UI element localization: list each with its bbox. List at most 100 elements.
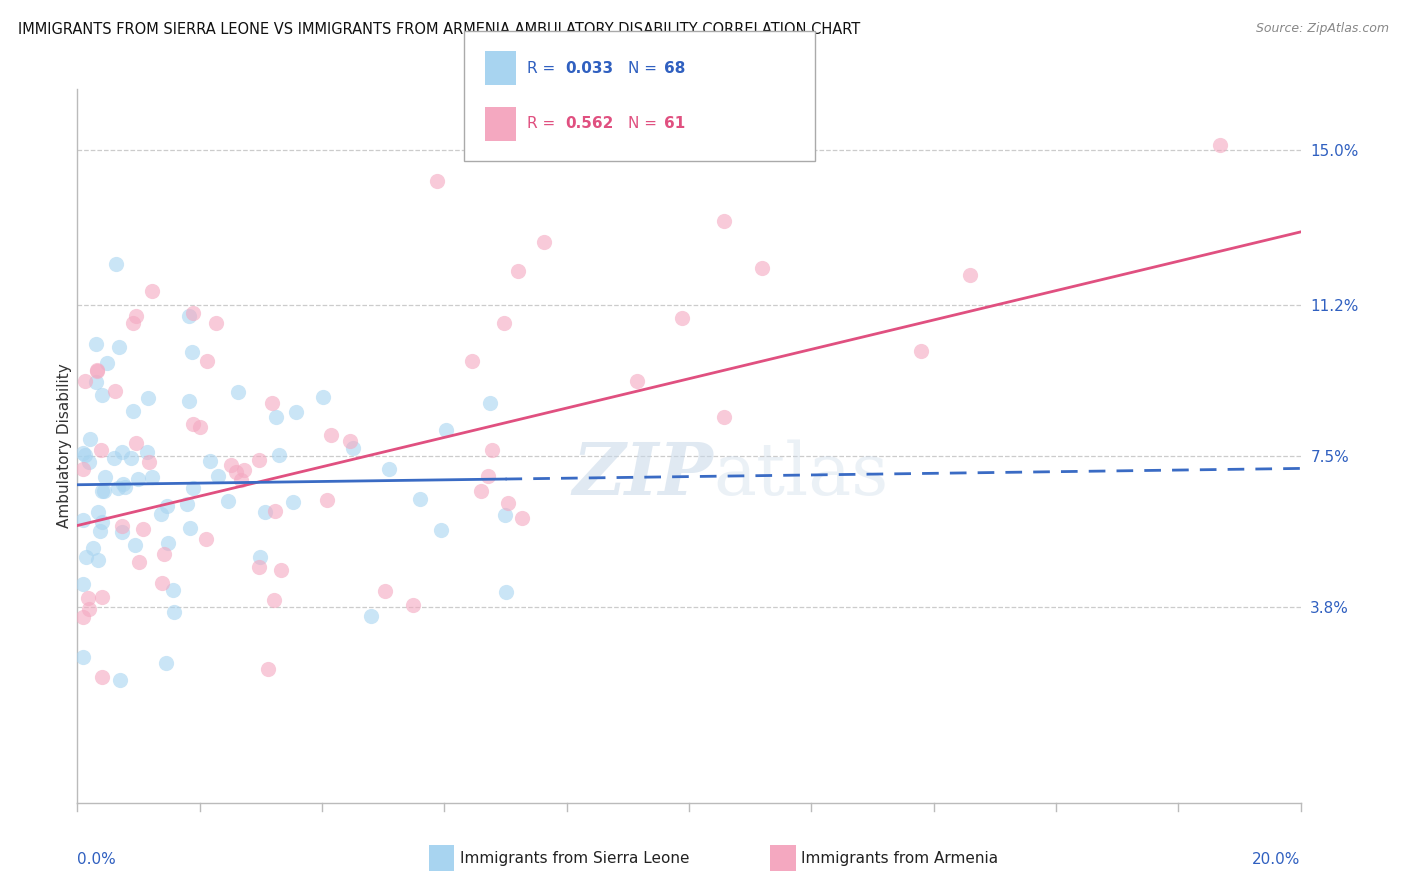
Y-axis label: Ambulatory Disability: Ambulatory Disability [56,364,72,528]
Text: 20.0%: 20.0% [1253,852,1301,867]
Point [1209,137,1232,152]
Point [93,484,115,499]
Point [217,494,239,508]
Point [254,505,277,519]
Point [77,602,100,616]
Point [91,591,114,605]
Point [72,577,94,591]
Point [128,555,150,569]
Text: Immigrants from Sierra Leone: Immigrants from Sierra Leone [460,851,689,865]
Point [77,455,100,469]
Point [87,506,110,520]
Point [152,547,174,561]
Point [111,477,134,491]
Point [284,405,307,419]
Point [231,473,253,487]
Point [247,452,270,467]
Text: N =: N = [628,116,662,131]
Point [86,363,108,377]
Point [136,391,159,405]
Point [200,454,222,468]
Point [219,458,242,472]
Point [82,541,104,555]
Point [374,583,396,598]
Point [360,609,382,624]
Point [626,375,648,389]
Point [132,522,155,536]
Point [75,550,97,565]
Point [190,420,212,434]
Text: 61: 61 [664,116,685,131]
Point [138,455,160,469]
Point [494,508,516,523]
Point [72,446,94,460]
Point [378,462,401,476]
Point [269,448,291,462]
Point [111,445,134,459]
Point [510,511,533,525]
Point [316,492,339,507]
Point [671,311,693,326]
Point [89,524,111,539]
Point [107,481,129,495]
Point [247,559,270,574]
Point [228,385,250,400]
Point [205,316,228,330]
Point [108,673,131,688]
Point [76,591,98,605]
Point [111,518,134,533]
Point [124,309,146,323]
Point [156,499,179,513]
Point [233,463,256,477]
Point [122,316,145,330]
Point [751,260,773,275]
Point [283,495,305,509]
Point [163,605,186,619]
Point [249,549,271,564]
Point [149,507,172,521]
Point [713,213,735,227]
Point [481,442,503,457]
Point [72,462,94,476]
Text: 68: 68 [664,61,685,76]
Point [181,305,204,319]
Point [91,516,114,530]
Point [86,364,108,378]
Point [87,553,110,567]
Point [339,434,361,449]
Point [179,521,201,535]
Text: ZIP: ZIP [572,439,713,510]
Text: N =: N = [628,61,662,76]
Point [959,268,981,282]
Point [96,356,118,370]
Point [495,585,517,599]
Text: 0.0%: 0.0% [77,852,117,867]
Text: 0.033: 0.033 [565,61,613,76]
Point [75,374,97,388]
Point [150,575,173,590]
Point [470,483,492,498]
Point [176,498,198,512]
Text: 0.562: 0.562 [565,116,613,131]
Point [141,284,163,298]
Text: atlas: atlas [713,439,889,510]
Point [104,384,127,399]
Point [72,649,94,664]
Point [155,656,177,670]
Text: Immigrants from Armenia: Immigrants from Armenia [801,851,998,865]
Point [90,670,112,684]
Point [496,496,519,510]
Point [91,388,114,402]
Text: R =: R = [527,116,561,131]
Point [84,375,107,389]
Point [105,257,128,271]
Point [195,354,218,368]
Point [177,394,200,409]
Point [162,582,184,597]
Point [461,353,484,368]
Point [477,469,499,483]
Point [426,174,449,188]
Point [264,504,287,518]
Point [108,340,131,354]
Point [533,235,555,249]
